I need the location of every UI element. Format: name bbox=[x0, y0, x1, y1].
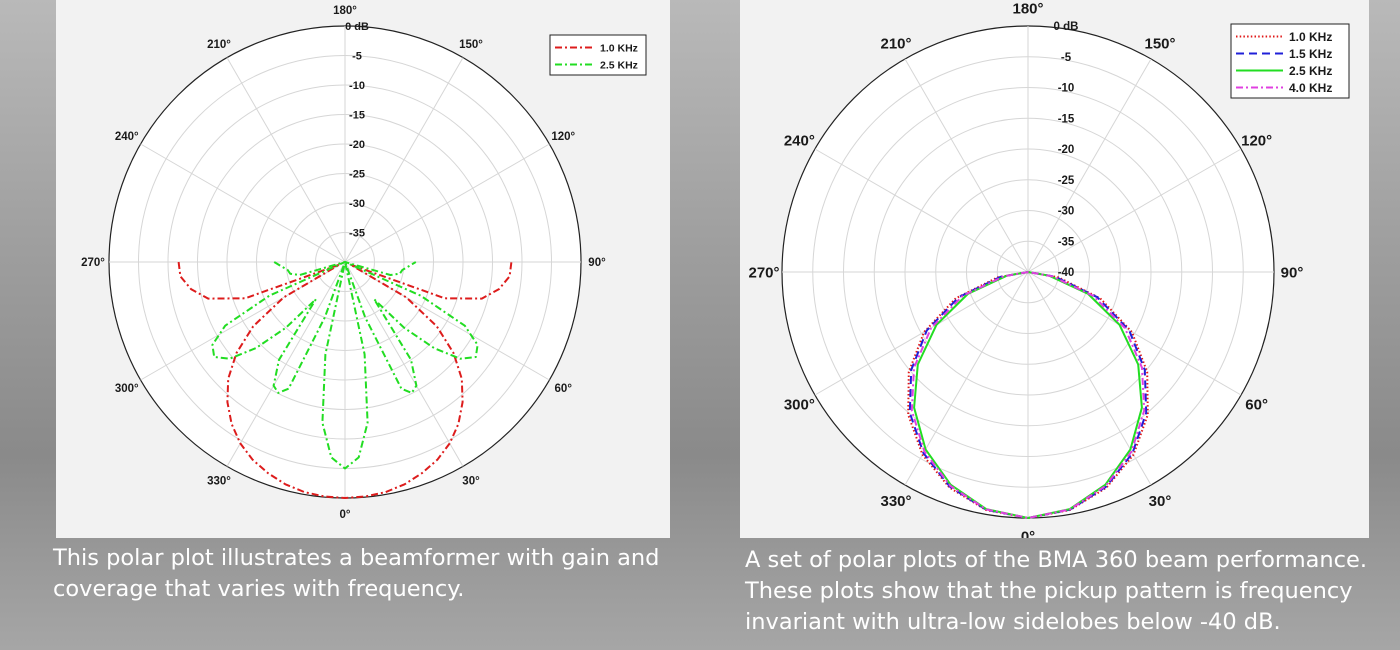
series-line-1-5-khz bbox=[908, 271, 1148, 519]
polar-spoke bbox=[140, 143, 346, 263]
angle-tick-label: 270° bbox=[748, 264, 779, 281]
angle-tick-label: 330° bbox=[207, 475, 231, 487]
angle-tick-label: 0° bbox=[1021, 528, 1035, 538]
angle-tick-label: 90° bbox=[1281, 264, 1304, 281]
right-polar-plot-panel: 0° 30° 60° 90° 120° 150° 180° 210° 240° 270° 300° 3… bbox=[740, 0, 1369, 538]
left-polar-plot-panel: 0° 30° 60° 90° 120° 150° 180° 210° 240° 270° 300° 3… bbox=[56, 0, 670, 538]
angle-tick-label: 300° bbox=[115, 383, 139, 395]
legend-label: 1.0 KHz bbox=[1289, 30, 1332, 44]
left-caption: This polar plot illustrates a beamformer… bbox=[53, 545, 660, 602]
legend-label: 1.0 KHz bbox=[600, 42, 638, 54]
polar-spoke bbox=[1027, 271, 1242, 396]
polar-spoke bbox=[814, 148, 1029, 273]
angle-tick-label: 0° bbox=[340, 509, 351, 521]
right-caption: A set of polar plots of the BMA 360 beam… bbox=[745, 547, 1368, 635]
legend-label: 2.5 KHz bbox=[600, 59, 638, 71]
angle-tick-label: 120° bbox=[1241, 132, 1272, 149]
legend-label: 1.5 KHz bbox=[1289, 47, 1332, 61]
radial-tick-label: -30 bbox=[1058, 206, 1075, 218]
angle-tick-label: 150° bbox=[1144, 36, 1175, 53]
angle-tick-label: 30° bbox=[1149, 493, 1172, 510]
radial-tick-label: -5 bbox=[352, 51, 362, 63]
angle-tick-label: 240° bbox=[784, 132, 815, 149]
radial-tick-label: -20 bbox=[1058, 144, 1075, 156]
polar-spoke bbox=[226, 261, 346, 467]
radial-tick-label: -15 bbox=[1058, 113, 1075, 125]
angle-tick-label: 120° bbox=[551, 131, 575, 143]
right-polar-chart: 0° 30° 60° 90° 120° 150° 180° 210° 240° 270° 300° 3… bbox=[748, 0, 1350, 538]
polar-spoke bbox=[1027, 58, 1152, 273]
angle-tick-label: 60° bbox=[1245, 396, 1268, 413]
angle-tick-label: 150° bbox=[459, 39, 483, 51]
legend-label: 2.5 KHz bbox=[1289, 64, 1332, 78]
legend-box bbox=[1230, 23, 1350, 99]
angle-tick-label: 180° bbox=[1012, 0, 1043, 17]
chart-legend: 1.0 KHz 1.5 KHz 2.5 KHz 4.0 KHz bbox=[1230, 23, 1350, 99]
angle-tick-label: 210° bbox=[880, 36, 911, 53]
angle-tick-label: 300° bbox=[784, 396, 815, 413]
radial-tick-label: -5 bbox=[1061, 52, 1072, 64]
radial-tick-label: -25 bbox=[349, 169, 365, 181]
radial-tick-label: -15 bbox=[349, 110, 365, 122]
legend-box bbox=[549, 34, 647, 76]
angle-tick-label: 240° bbox=[115, 131, 139, 143]
angle-tick-label: 330° bbox=[880, 493, 911, 510]
polar-spoke bbox=[226, 57, 346, 263]
series-line-2-5-khz bbox=[913, 271, 1143, 519]
angle-tick-label: 210° bbox=[207, 39, 231, 51]
radial-tick-label: -35 bbox=[349, 228, 365, 240]
radial-tick-label: -30 bbox=[349, 198, 365, 210]
angle-tick-label: 60° bbox=[555, 383, 573, 395]
angle-tick-label: 30° bbox=[462, 475, 480, 487]
polar-spoke bbox=[814, 271, 1029, 396]
radial-tick-label: -10 bbox=[349, 80, 365, 92]
polar-spoke bbox=[1027, 148, 1242, 273]
series-line-4-0-khz bbox=[910, 271, 1146, 519]
polar-spoke bbox=[344, 143, 550, 263]
polar-spoke bbox=[344, 261, 464, 467]
radial-tick-label: 0 dB bbox=[1054, 21, 1079, 33]
radial-tick-label: -10 bbox=[1058, 83, 1075, 95]
polar-spoke bbox=[904, 58, 1029, 273]
radial-tick-label: 0 dB bbox=[345, 21, 369, 33]
radial-tick-label: -25 bbox=[1058, 175, 1075, 187]
chart-legend: 1.0 KHz 2.5 KHz bbox=[549, 34, 647, 76]
angle-tick-label: 180° bbox=[333, 5, 357, 17]
polar-spoke bbox=[344, 57, 464, 263]
angle-tick-label: 270° bbox=[81, 257, 105, 269]
radial-tick-label: -40 bbox=[1058, 267, 1075, 279]
series-line-1-0-khz bbox=[177, 261, 513, 499]
series-line-2-5-khz bbox=[211, 261, 479, 470]
radial-tick-label: -35 bbox=[1058, 236, 1075, 248]
radial-tick-label: -20 bbox=[349, 139, 365, 151]
angle-tick-label: 90° bbox=[588, 257, 606, 269]
left-polar-chart: 0° 30° 60° 90° 120° 150° 180° 210° 240° 270° 300° 3… bbox=[81, 5, 647, 521]
legend-label: 4.0 KHz bbox=[1289, 81, 1332, 95]
